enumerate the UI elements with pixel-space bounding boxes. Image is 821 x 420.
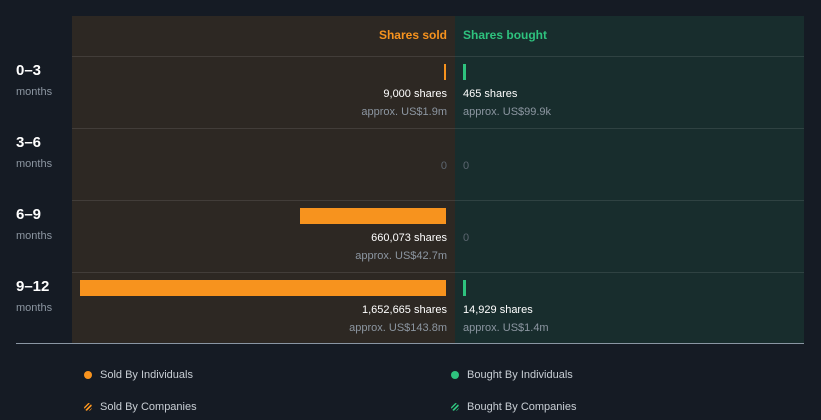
legend-bought-by-individuals[interactable]: Bought By Individuals	[451, 369, 573, 381]
legend-label: Sold By Individuals	[100, 369, 193, 381]
row-label-0-3: 0–3	[16, 62, 42, 79]
row-label-3-6: 3–6	[16, 134, 42, 151]
sold-approx-label: approx. US$143.8m	[349, 322, 447, 334]
bought-value-label: 465 shares	[463, 88, 518, 100]
sold-approx-label: approx. US$42.7m	[355, 250, 447, 262]
shares-bought-header: Shares bought	[463, 28, 548, 42]
legend-label: Bought By Individuals	[467, 369, 573, 381]
row-divider	[72, 56, 804, 57]
shares-sold-header: Shares sold	[378, 28, 447, 42]
sold-zero-label: 0	[440, 160, 447, 172]
hatched-dot-icon	[84, 403, 92, 411]
bought-zero-label: 0	[463, 232, 470, 244]
bought-zero-label: 0	[463, 160, 470, 172]
dot-icon	[84, 371, 92, 379]
sold-value-label: 9,000 shares	[383, 88, 447, 100]
legend-label: Sold By Companies	[100, 401, 197, 413]
legend-label: Bought By Companies	[467, 401, 577, 413]
sold-bar-6-9	[299, 208, 446, 224]
sold-value-label: 660,073 shares	[371, 232, 447, 244]
bought-bar-0-3	[463, 64, 466, 80]
sold-approx-label: approx. US$1.9m	[361, 106, 447, 118]
sold-value-label: 1,652,665 shares	[361, 304, 447, 316]
row-divider	[72, 200, 804, 201]
dot-icon	[451, 371, 459, 379]
legend-bought-by-companies[interactable]: Bought By Companies	[451, 401, 576, 413]
hatched-dot-icon	[451, 403, 459, 411]
row-sublabel: months	[16, 230, 53, 242]
row-sublabel: months	[16, 86, 53, 98]
shares-bought-panel	[455, 16, 804, 344]
row-divider	[72, 272, 804, 273]
bought-value-label: 14,929 shares	[463, 304, 533, 316]
row-sublabel: months	[16, 302, 53, 314]
bought-approx-label: approx. US$1.4m	[463, 322, 549, 334]
sold-bar-9-12	[80, 280, 446, 296]
baseline	[16, 343, 804, 344]
row-sublabel: months	[16, 158, 53, 170]
legend-sold-by-individuals[interactable]: Sold By Individuals	[84, 369, 193, 381]
bought-approx-label: approx. US$99.9k	[463, 106, 552, 118]
legend-sold-by-companies[interactable]: Sold By Companies	[84, 401, 197, 413]
row-label-6-9: 6–9	[16, 206, 42, 223]
bought-bar-9-12	[463, 280, 467, 296]
row-divider	[72, 128, 804, 129]
row-label-9-12: 9–12	[16, 278, 50, 295]
sold-bar-0-3	[444, 64, 446, 80]
